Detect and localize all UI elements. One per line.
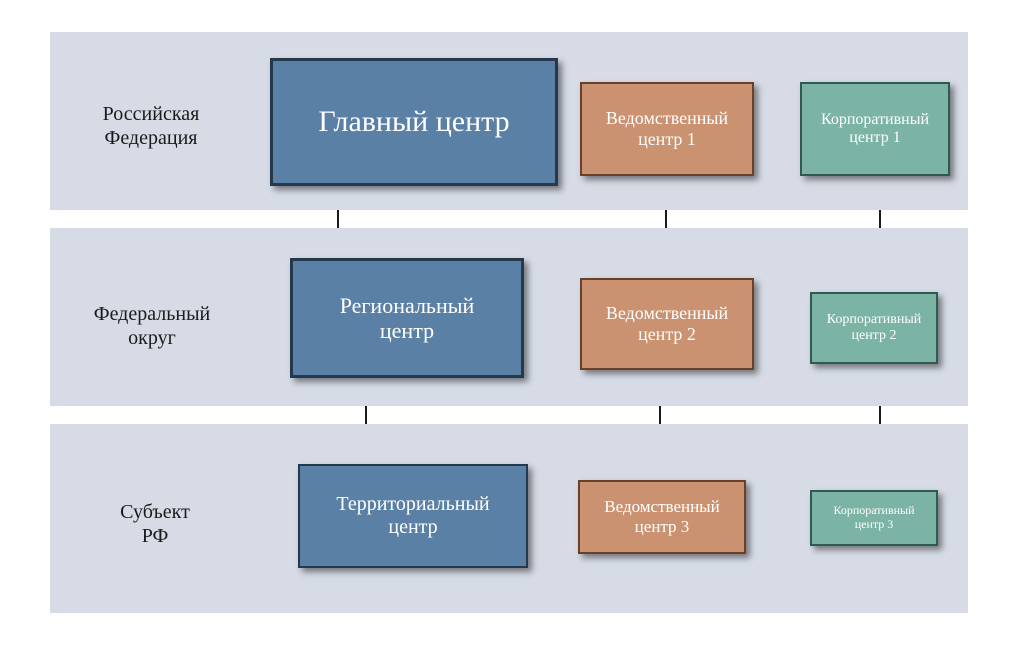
corp-1: Корпоративный центр 1 (800, 82, 950, 176)
main-center: Главный центр (270, 58, 558, 186)
regional: Региональный центр (290, 258, 524, 378)
diagram-canvas: Российская Федерация Федеральный округ Суб… (0, 0, 1011, 661)
ved-2: Ведомственный центр 2 (580, 278, 754, 370)
ved-3: Ведомственный центр 3 (578, 480, 746, 554)
territorial: Территориальный центр (298, 464, 528, 568)
label-subj: Субъект РФ (100, 500, 210, 548)
ved-1: Ведомственный центр 1 (580, 82, 754, 176)
label-rf: Российская Федерация (76, 102, 226, 150)
corp-3: Корпоративный центр 3 (810, 490, 938, 546)
corp-2: Корпоративный центр 2 (810, 292, 938, 364)
label-okrug: Федеральный округ (72, 302, 232, 350)
